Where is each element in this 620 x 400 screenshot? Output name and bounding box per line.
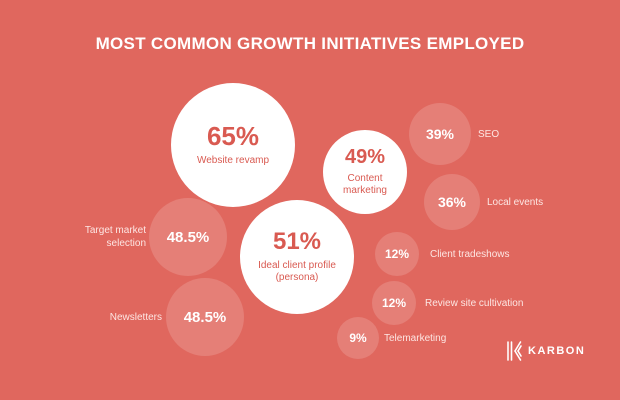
karbon-logo-icon: [507, 341, 522, 361]
bubble-side-label-target: Target market selection: [84, 225, 146, 249]
chart-title: MOST COMMON GROWTH INITIATIVES EMPLOYED: [95, 34, 525, 53]
bubble-value: 48.5%: [166, 228, 210, 246]
brand-logo: KARBON: [506, 340, 585, 362]
bubble-review: 12%: [372, 281, 416, 325]
bubble-side-label-newsletters: Newsletters: [109, 312, 162, 323]
bubble-value: 39%: [425, 126, 455, 142]
bubble-value: 9%: [349, 331, 367, 345]
bubble-label: Content marketing: [343, 172, 387, 197]
bubble-side-label-tradeshows: Client tradeshows: [430, 249, 510, 260]
bubble-value: 12%: [384, 247, 410, 261]
bubble-target: 48.5%: [149, 198, 227, 276]
bubble-value: 49%: [344, 145, 386, 168]
bubble-value: 12%: [381, 296, 407, 310]
brand-name: KARBON: [528, 345, 586, 357]
bubble-tradeshows: 12%: [375, 232, 419, 276]
bubble-value: 36%: [437, 194, 467, 210]
bubble-icp: 51% Ideal client profile (persona): [240, 200, 354, 314]
bubble-seo: 39%: [409, 103, 471, 165]
bubble-tele: 9%: [337, 317, 379, 359]
bubble-value: 51%: [272, 227, 322, 255]
bubble-value: 48.5%: [183, 308, 227, 326]
bubble-content: 49% Content marketing: [323, 130, 407, 214]
bubble-label: Website revamp: [196, 154, 270, 166]
bubble-newsletters: 48.5%: [166, 278, 244, 356]
bubble-side-label-review: Review site cultivation: [425, 298, 524, 309]
bubble-side-label-seo: SEO: [478, 129, 500, 140]
bubble-website: 65% Website revamp: [171, 83, 295, 207]
bubble-side-label-tele: Telemarketing: [384, 333, 447, 344]
bubble-label: Ideal client profile (persona): [258, 259, 336, 284]
bubble-side-label-local: Local events: [487, 197, 544, 208]
bubble-value: 65%: [206, 120, 260, 151]
bubble-local: 36%: [424, 174, 480, 230]
